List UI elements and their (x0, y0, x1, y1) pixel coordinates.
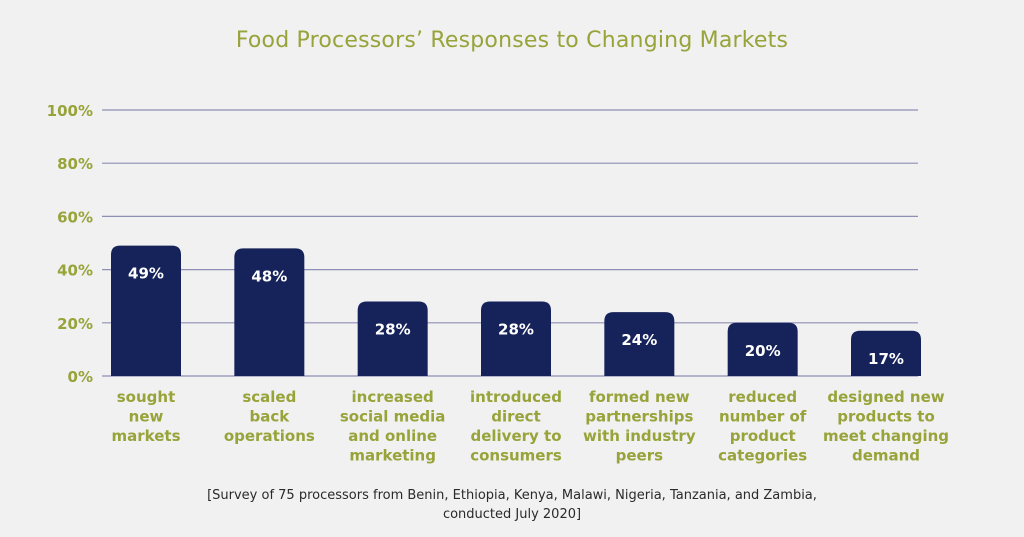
data-label: 28% (375, 321, 411, 339)
data-label: 24% (621, 331, 657, 349)
y-tick-label: 60% (57, 208, 93, 226)
bar-4 (481, 301, 551, 376)
x-tick-label: formed new (589, 388, 690, 406)
footnote-line-2: conducted July 2020] (442, 507, 582, 522)
y-axis-ticks: 0% 20% 40% 60% 80% 100% (47, 102, 93, 386)
x-tick-label: marketing (349, 447, 436, 465)
x-tick-label: delivery to (470, 427, 561, 445)
x-tick-label: product (730, 427, 796, 445)
bar-1 (111, 245, 181, 376)
bar-5 (604, 312, 675, 376)
y-tick-label: 80% (57, 155, 93, 173)
x-tick-label: with industry (583, 427, 696, 445)
bar-2 (234, 248, 305, 376)
x-tick-label: number of (719, 408, 807, 426)
x-tick-label: direct (491, 408, 541, 426)
x-tick-label: sought (117, 388, 176, 406)
x-tick-label: demand (852, 447, 920, 465)
y-tick-label: 40% (57, 262, 93, 280)
bar-6 (727, 322, 798, 376)
x-tick-label: new (129, 408, 164, 426)
x-tick-label: peers (616, 447, 663, 465)
chart-title: Food Processors’ Responses to Changing M… (235, 28, 789, 53)
data-label: 17% (868, 350, 904, 368)
x-tick-label: markets (112, 427, 181, 445)
x-tick-label: social media (340, 408, 446, 426)
x-tick-label: designed new (827, 388, 944, 406)
data-label: 48% (251, 267, 287, 285)
x-tick-label: consumers (470, 447, 562, 465)
x-tick-label: partnerships (585, 408, 693, 426)
footnote: [Survey of 75 processors from Benin, Eth… (0, 486, 1024, 524)
bars (111, 245, 921, 376)
x-tick-label: back (249, 408, 290, 426)
y-tick-label: 0% (68, 368, 93, 386)
x-tick-label: increased (352, 388, 434, 406)
bar-7 (851, 330, 921, 376)
y-tick-label: 100% (47, 102, 93, 120)
data-label: 20% (745, 342, 781, 360)
x-tick-label: and online (348, 427, 437, 445)
x-tick-label: products to (837, 408, 935, 426)
y-tick-label: 20% (57, 315, 93, 333)
x-tick-label: categories (718, 447, 807, 465)
data-label: 28% (498, 321, 534, 339)
footnote-line-1: [Survey of 75 processors from Benin, Eth… (207, 488, 817, 503)
data-label: 49% (128, 265, 164, 283)
data-labels: 49% 48% 28% 28% 24% 20% 17% (128, 265, 904, 368)
x-tick-label: meet changing (823, 427, 949, 445)
x-tick-label: reduced (728, 388, 797, 406)
x-tick-label: operations (224, 427, 315, 445)
x-tick-label: introduced (470, 388, 562, 406)
bar-3 (357, 301, 428, 376)
x-tick-label: scaled (242, 388, 296, 406)
